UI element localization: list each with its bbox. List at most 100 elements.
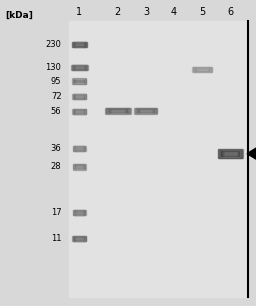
Bar <box>73 94 85 99</box>
Bar <box>193 67 212 72</box>
Bar <box>75 165 83 168</box>
Bar <box>222 151 239 156</box>
Bar <box>218 149 242 158</box>
Bar <box>74 146 85 151</box>
Bar <box>73 42 86 47</box>
Bar <box>110 109 125 112</box>
Bar <box>75 165 84 168</box>
Bar <box>75 165 84 169</box>
Bar <box>71 65 87 70</box>
Bar <box>223 151 238 156</box>
Bar <box>75 95 84 98</box>
Bar <box>73 164 85 169</box>
Text: 6: 6 <box>227 7 233 17</box>
Text: 17: 17 <box>51 208 61 217</box>
Bar <box>73 164 86 170</box>
Bar <box>135 108 157 113</box>
Bar <box>75 237 84 240</box>
Text: 2: 2 <box>115 7 121 17</box>
Bar <box>75 147 84 150</box>
Bar <box>139 109 153 112</box>
Text: 95: 95 <box>51 76 61 86</box>
Bar <box>75 211 83 214</box>
Bar <box>74 146 84 151</box>
Text: 56: 56 <box>51 107 61 116</box>
Bar <box>75 43 84 46</box>
Bar <box>136 109 155 113</box>
Bar <box>76 147 83 150</box>
Bar <box>193 68 211 71</box>
Bar <box>72 65 87 70</box>
Bar <box>74 79 85 83</box>
Bar <box>192 67 212 72</box>
Bar <box>74 237 84 240</box>
Bar <box>74 211 84 215</box>
Bar <box>195 68 210 71</box>
Bar <box>73 236 86 241</box>
Bar <box>74 165 84 169</box>
Bar <box>74 43 85 46</box>
Bar <box>73 79 86 84</box>
Bar <box>76 80 83 82</box>
Bar <box>74 80 84 82</box>
Bar <box>76 95 83 98</box>
Bar <box>72 65 86 69</box>
Bar <box>76 80 83 82</box>
Bar <box>220 150 241 157</box>
Bar <box>73 43 85 46</box>
Bar <box>105 108 131 114</box>
Bar <box>75 211 84 215</box>
Bar <box>74 164 85 169</box>
Bar <box>109 109 127 113</box>
Bar <box>106 108 130 113</box>
Bar <box>75 110 83 113</box>
Polygon shape <box>247 145 256 162</box>
Text: 3: 3 <box>143 7 149 17</box>
Bar <box>76 95 83 97</box>
Bar <box>136 108 156 113</box>
Bar <box>137 109 155 113</box>
Bar <box>75 95 83 98</box>
Bar <box>73 237 85 241</box>
Bar <box>75 110 84 113</box>
Bar <box>75 147 83 150</box>
Bar <box>72 109 86 114</box>
Bar <box>196 68 208 71</box>
Bar <box>74 165 84 169</box>
Bar <box>198 69 207 70</box>
Bar <box>73 94 86 99</box>
Bar <box>74 110 84 113</box>
Bar <box>134 108 157 114</box>
Bar <box>140 110 152 112</box>
Bar <box>72 42 87 47</box>
Text: 4: 4 <box>171 7 177 17</box>
Bar <box>74 237 85 241</box>
Bar <box>72 78 86 84</box>
Bar <box>74 95 84 98</box>
Bar <box>219 150 242 158</box>
Bar <box>74 43 84 46</box>
Bar <box>111 110 124 112</box>
Bar <box>74 66 85 69</box>
Bar <box>107 109 128 113</box>
Bar <box>138 109 153 112</box>
Bar <box>73 79 86 84</box>
Bar <box>73 210 86 215</box>
Bar <box>76 237 83 240</box>
Bar <box>73 236 86 241</box>
Bar <box>76 166 83 168</box>
Text: 36: 36 <box>51 144 61 153</box>
Bar <box>196 68 209 71</box>
Bar <box>74 66 84 69</box>
Bar <box>76 166 82 168</box>
Bar <box>110 109 126 112</box>
Bar <box>76 212 82 214</box>
Bar <box>74 110 85 114</box>
Bar <box>73 66 85 69</box>
Bar <box>76 238 83 240</box>
Bar <box>74 110 84 114</box>
Bar <box>73 94 86 99</box>
Bar <box>73 79 85 83</box>
Bar <box>224 151 237 156</box>
Bar <box>72 94 86 99</box>
